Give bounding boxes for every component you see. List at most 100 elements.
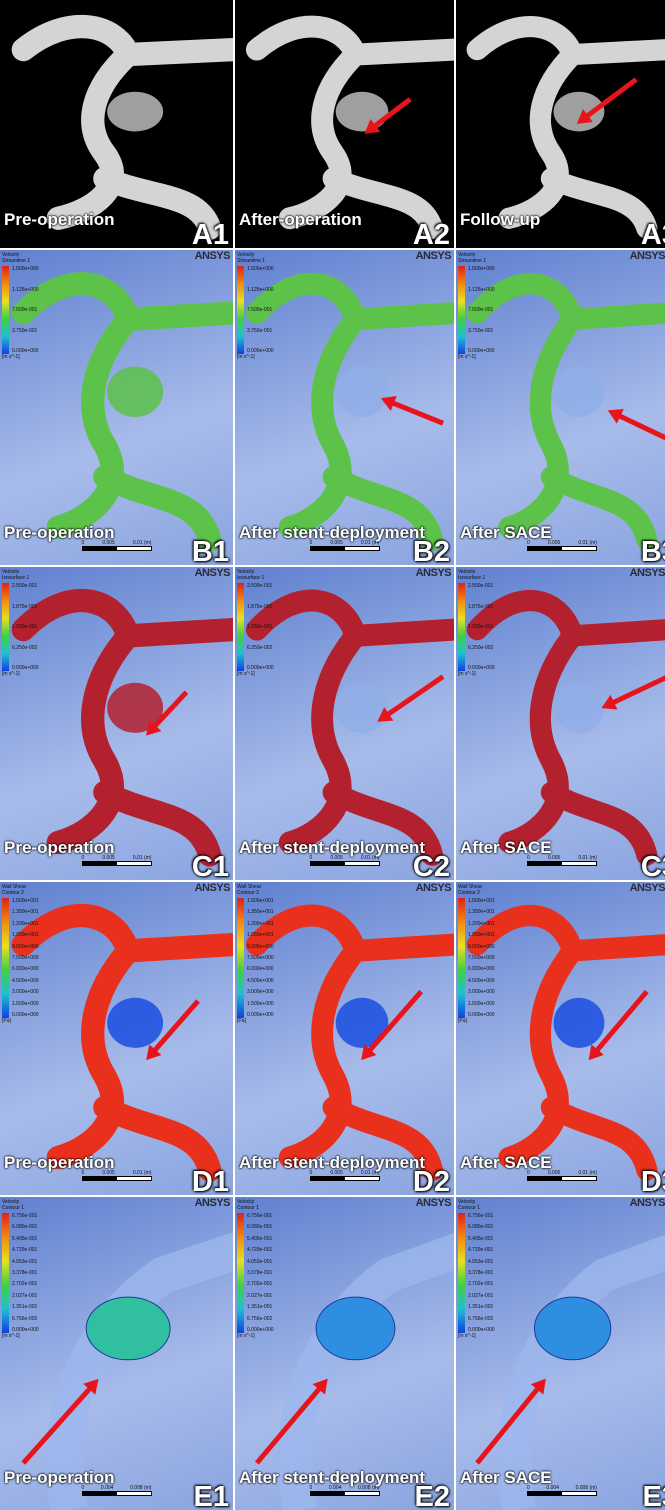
legend-unit: [m s^-1]: [2, 1333, 39, 1339]
legend-tick: 2.027e-001: [12, 1293, 39, 1299]
legend-title: Contour 1: [237, 1205, 274, 1211]
legend-title: Contour 1: [458, 1205, 495, 1211]
scale-line: [527, 1491, 597, 1496]
color-bar: [458, 898, 465, 1018]
legend-tick: 7.500e+000: [12, 955, 39, 961]
scale-label: 0.01 (m): [133, 855, 152, 861]
legend-body: 6.756e-0016.080e-0015.405e-0014.729e-001…: [237, 1213, 274, 1333]
panel: Wall ShearContour 21.500e+0011.350e+0011…: [0, 882, 233, 1195]
legend-title: Isosurface 1: [458, 575, 495, 581]
legend-tick: 3.000e+000: [12, 989, 39, 995]
legend-tick: 4.729e-001: [12, 1247, 39, 1253]
legend-tick: 1.250e-001: [12, 624, 39, 630]
legend-unit: [m s^-1]: [237, 671, 274, 677]
caption: After SACE: [460, 1468, 552, 1488]
legend-title: Contour 2: [237, 890, 274, 896]
aneurysm: [554, 683, 605, 733]
scale-line: [310, 861, 380, 866]
legend-tick: 1.125e+000: [12, 287, 39, 293]
legend-title: Contour 2: [458, 890, 495, 896]
legend-tick: 1.500e+000: [247, 1001, 274, 1007]
legend-tick: 2.702e-001: [468, 1281, 495, 1287]
panel-label: B2: [413, 536, 450, 565]
caption: After-operation: [239, 210, 362, 230]
brand: ANSYS: [630, 567, 665, 579]
legend-body: 6.756e-0016.080e-0015.405e-0014.729e-001…: [458, 1213, 495, 1333]
legend-unit: [m s^-1]: [458, 354, 495, 360]
legend-unit: [Pa]: [237, 1018, 274, 1024]
brand: ANSYS: [630, 250, 665, 262]
legend-tick: 2.500e-001: [468, 583, 495, 589]
legend-ticks: 2.500e-0011.875e-0011.250e-0016.250e-002…: [468, 583, 495, 671]
caption: After SACE: [460, 523, 552, 543]
color-bar: [237, 898, 244, 1018]
legend-tick: 3.378e-001: [468, 1270, 495, 1276]
caption: Pre-operation: [4, 838, 115, 858]
legend-tick: 1.250e-001: [247, 624, 274, 630]
color-bar: [2, 583, 9, 671]
legend-title: Streamline 1: [458, 258, 495, 264]
caption: After SACE: [460, 1153, 552, 1173]
panel: VelocityStreamline 11.500e+0001.125e+000…: [456, 250, 665, 565]
legend-tick: 3.378e-001: [12, 1270, 39, 1276]
panel-label: A3: [641, 219, 665, 248]
legend-tick: 6.000e+000: [468, 966, 495, 972]
legend-tick: 6.000e+000: [12, 966, 39, 972]
legend-unit: [Pa]: [2, 1018, 39, 1024]
legend-tick: 0.000e+000: [247, 1327, 274, 1333]
scale-label: 0.01 (m): [578, 855, 597, 861]
caption: After stent-deployment: [239, 1153, 425, 1173]
legend-tick: 1.050e+001: [247, 932, 274, 938]
panel-label: C3: [641, 851, 665, 880]
legend-title: Contour 1: [2, 1205, 39, 1211]
color-bar: [2, 1213, 9, 1333]
brand: ANSYS: [416, 567, 451, 579]
legend-tick: 6.756e-002: [247, 1316, 274, 1322]
legend-title: Streamline 1: [2, 258, 39, 264]
legend-tick: 4.500e+000: [247, 978, 274, 984]
legend-tick: 4.729e-001: [468, 1247, 495, 1253]
legend-tick: 7.500e-001: [247, 307, 274, 313]
legend-body: 2.500e-0011.875e-0011.250e-0016.250e-002…: [458, 583, 495, 671]
legend-tick: 1.500e+001: [247, 898, 274, 904]
panel: VelocityContour 16.756e-0016.080e-0015.4…: [0, 1197, 233, 1510]
legend-tick: 4.053e-001: [12, 1259, 39, 1265]
legend-unit: [Pa]: [458, 1018, 495, 1024]
brand: ANSYS: [195, 250, 230, 262]
legend-tick: 1.875e-001: [12, 604, 39, 610]
legend-unit: [m s^-1]: [237, 1333, 274, 1339]
legend-tick: 1.500e+000: [12, 1001, 39, 1007]
legend-body: 1.500e+0001.125e+0007.500e-0013.750e-001…: [2, 266, 39, 354]
legend-body: 1.500e+0001.125e+0007.500e-0013.750e-001…: [237, 266, 274, 354]
scale-line: [82, 546, 152, 551]
arrow: [615, 414, 665, 439]
brand: ANSYS: [630, 882, 665, 894]
scale-line: [527, 1176, 597, 1181]
arrow: [384, 677, 443, 718]
legend-tick: 6.080e-001: [12, 1224, 39, 1230]
legend-tick: 1.500e+000: [468, 266, 495, 272]
panel: Follow-upA3: [456, 0, 665, 248]
legend-tick: 1.875e-001: [468, 604, 495, 610]
legend-tick: 1.200e+001: [12, 921, 39, 927]
legend-tick: 9.000e+000: [247, 944, 274, 950]
color-bar: [2, 266, 9, 354]
color-bar: [237, 266, 244, 354]
legend-body: 1.500e+0011.350e+0011.200e+0011.050e+001…: [237, 898, 274, 1018]
legend-body: 1.500e+0011.350e+0011.200e+0011.050e+001…: [458, 898, 495, 1018]
aneurysm: [107, 998, 163, 1048]
legend-tick: 1.500e+000: [468, 1001, 495, 1007]
aneurysm: [336, 92, 389, 132]
legend-title: Contour 2: [2, 890, 39, 896]
caption: After stent-deployment: [239, 1468, 425, 1488]
legend-tick: 1.125e+000: [247, 287, 274, 293]
legend-title: Isosurface 1: [237, 575, 274, 581]
panel-label: A1: [192, 219, 229, 248]
